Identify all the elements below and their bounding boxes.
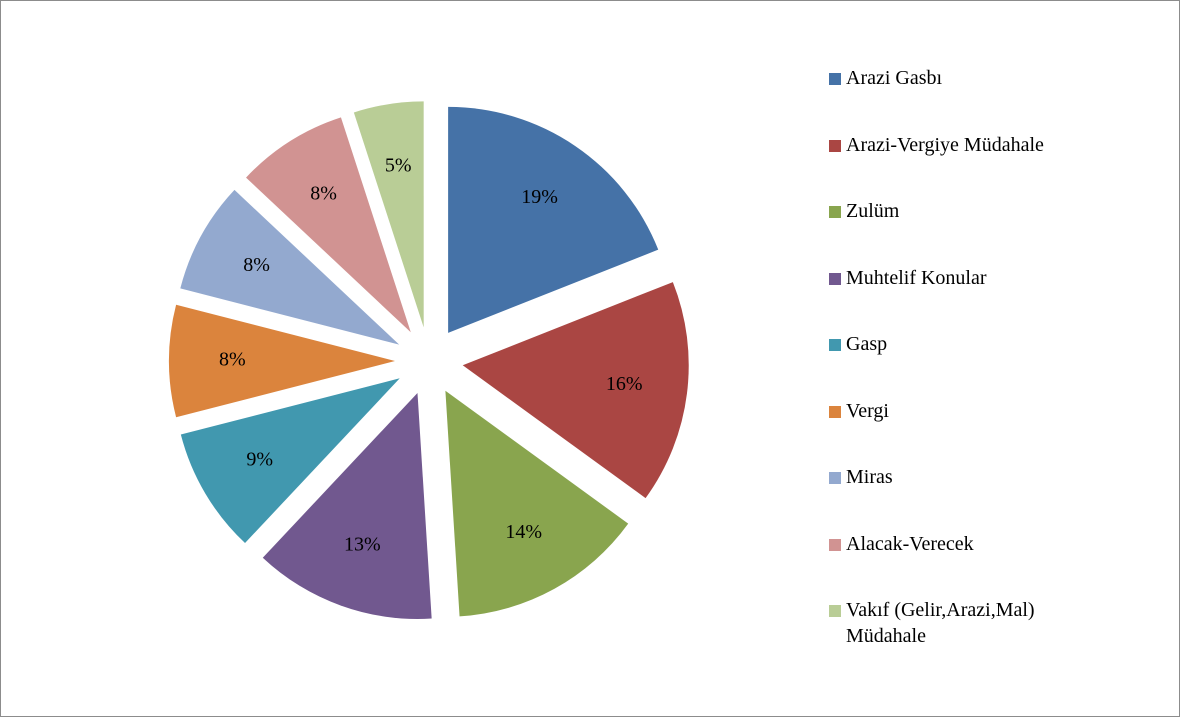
legend-label: Miras (846, 466, 893, 488)
data-label: 8% (243, 254, 270, 276)
legend-label: Arazi Gasbı (846, 67, 943, 89)
legend-swatch (829, 405, 841, 418)
slice (353, 101, 424, 328)
slice (262, 392, 432, 619)
legend-item: Vergi (829, 398, 1119, 465)
legend-item: Gasp (829, 331, 1119, 398)
data-label: 5% (385, 154, 412, 176)
data-label: 8% (219, 349, 246, 371)
legend-label: Muhtelif Konular (846, 266, 987, 289)
slice (445, 390, 629, 617)
legend-swatch (829, 73, 841, 85)
legend-label: Vakıf (Gelir,Arazi,Mal) Müdahale (846, 599, 1035, 647)
legend-swatch (829, 538, 841, 551)
slice (180, 378, 400, 544)
data-label: 8% (310, 182, 337, 204)
legend-swatch (829, 472, 841, 484)
data-label: 16% (606, 373, 643, 395)
slice (169, 304, 395, 418)
legend-item: Miras (829, 464, 1119, 531)
data-label: 19% (521, 186, 558, 208)
pie: 19% 16% 14% 13% 9% 8% 8% 8% 5% (169, 101, 689, 619)
slice (180, 189, 400, 345)
data-label: 13% (344, 534, 381, 556)
data-label: 9% (246, 449, 273, 471)
data-label: 14% (505, 521, 542, 543)
slice (246, 117, 411, 333)
legend-swatch (829, 272, 841, 285)
slice (462, 282, 689, 499)
legend-label: Arazi-Vergiye Müdahale (846, 133, 1044, 156)
slice (448, 106, 659, 333)
legend-label: Zulüm (846, 200, 900, 222)
legend-label: Alacak-Verecek (846, 532, 974, 555)
legend-item: Vakıf (Gelir,Arazi,Mal) Müdahale (829, 597, 1119, 664)
legend-item: Arazi Gasbı (829, 65, 1119, 132)
legend-label: Vergi (846, 399, 889, 422)
legend-item: Alacak-Verecek (829, 531, 1119, 598)
legend-item: Zulüm (829, 198, 1119, 265)
legend-swatch (829, 605, 841, 617)
legend-swatch (829, 206, 841, 218)
legend-label: Gasp (846, 333, 888, 355)
legend-item: Muhtelif Konular (829, 265, 1119, 332)
legend-swatch (829, 139, 841, 152)
legend-item: Arazi-Vergiye Müdahale (829, 132, 1119, 199)
legend-swatch (829, 339, 841, 351)
legend: Arazi Gasbı Arazi-Vergiye Müdahale Zulüm Mu… (829, 65, 1119, 664)
